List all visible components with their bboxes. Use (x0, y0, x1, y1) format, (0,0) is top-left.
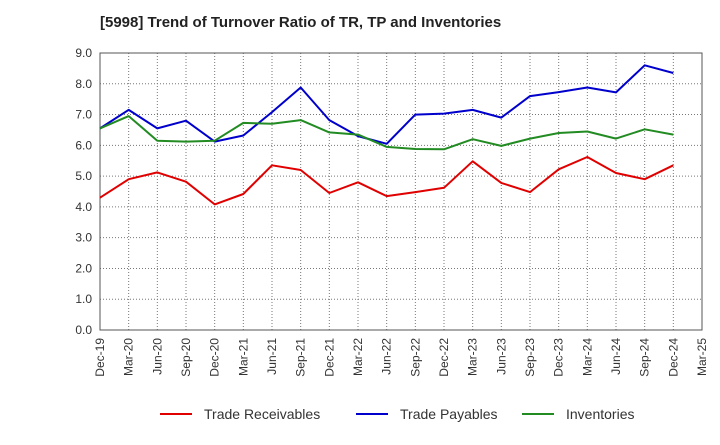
x-tick-label: Jun-22 (380, 338, 394, 375)
plot-frame (99, 52, 703, 331)
x-tick-label: Dec-21 (322, 338, 336, 377)
x-tick-label: Mar-22 (351, 338, 365, 376)
y-tick-label: 2.0 (75, 261, 92, 275)
y-tick-label: 8.0 (75, 77, 92, 91)
x-tick-label: Mar-24 (580, 338, 594, 376)
legend-label: Inventories (566, 406, 634, 422)
y-tick-label: 5.0 (75, 169, 92, 183)
x-tick-label: Mar-21 (236, 338, 250, 376)
x-tick-label: Jun-20 (150, 338, 164, 375)
x-tick-label: Sep-21 (294, 338, 308, 377)
y-tick-label: 7.0 (75, 108, 92, 122)
y-tick-label: 9.0 (75, 46, 92, 60)
x-tick-label: Dec-20 (208, 338, 222, 377)
y-tick-label: 3.0 (75, 231, 92, 245)
x-tick-label: Sep-24 (638, 338, 652, 377)
x-tick-label: Mar-20 (122, 338, 136, 376)
x-tick-label: Dec-24 (666, 338, 680, 377)
x-tick-label: Jun-23 (494, 338, 508, 375)
legend-label: Trade Receivables (204, 406, 320, 422)
chart-title: [5998] Trend of Turnover Ratio of TR, TP… (100, 14, 502, 31)
y-tick-label: 0.0 (75, 323, 92, 337)
y-tick-label: 6.0 (75, 138, 92, 152)
series-line-trade-receivables (99, 156, 674, 206)
legend-label: Trade Payables (400, 406, 498, 422)
x-tick-label: Dec-19 (93, 338, 107, 377)
x-tick-label: Sep-23 (523, 338, 537, 377)
x-tick-label: Dec-22 (437, 338, 451, 377)
x-tick-label: Sep-20 (179, 338, 193, 377)
x-tick-label: Mar-23 (466, 338, 480, 376)
series-line-inventories (99, 115, 674, 151)
y-tick-label: 4.0 (75, 200, 92, 214)
x-tick-label: Mar-25 (695, 338, 709, 376)
x-tick-label: Jun-21 (265, 338, 279, 375)
series-line-trade-payables (99, 64, 674, 145)
x-tick-label: Jun-24 (609, 338, 623, 375)
x-tick-label: Dec-23 (552, 338, 566, 377)
y-tick-label: 1.0 (75, 292, 92, 306)
x-tick-label: Sep-22 (408, 338, 422, 377)
